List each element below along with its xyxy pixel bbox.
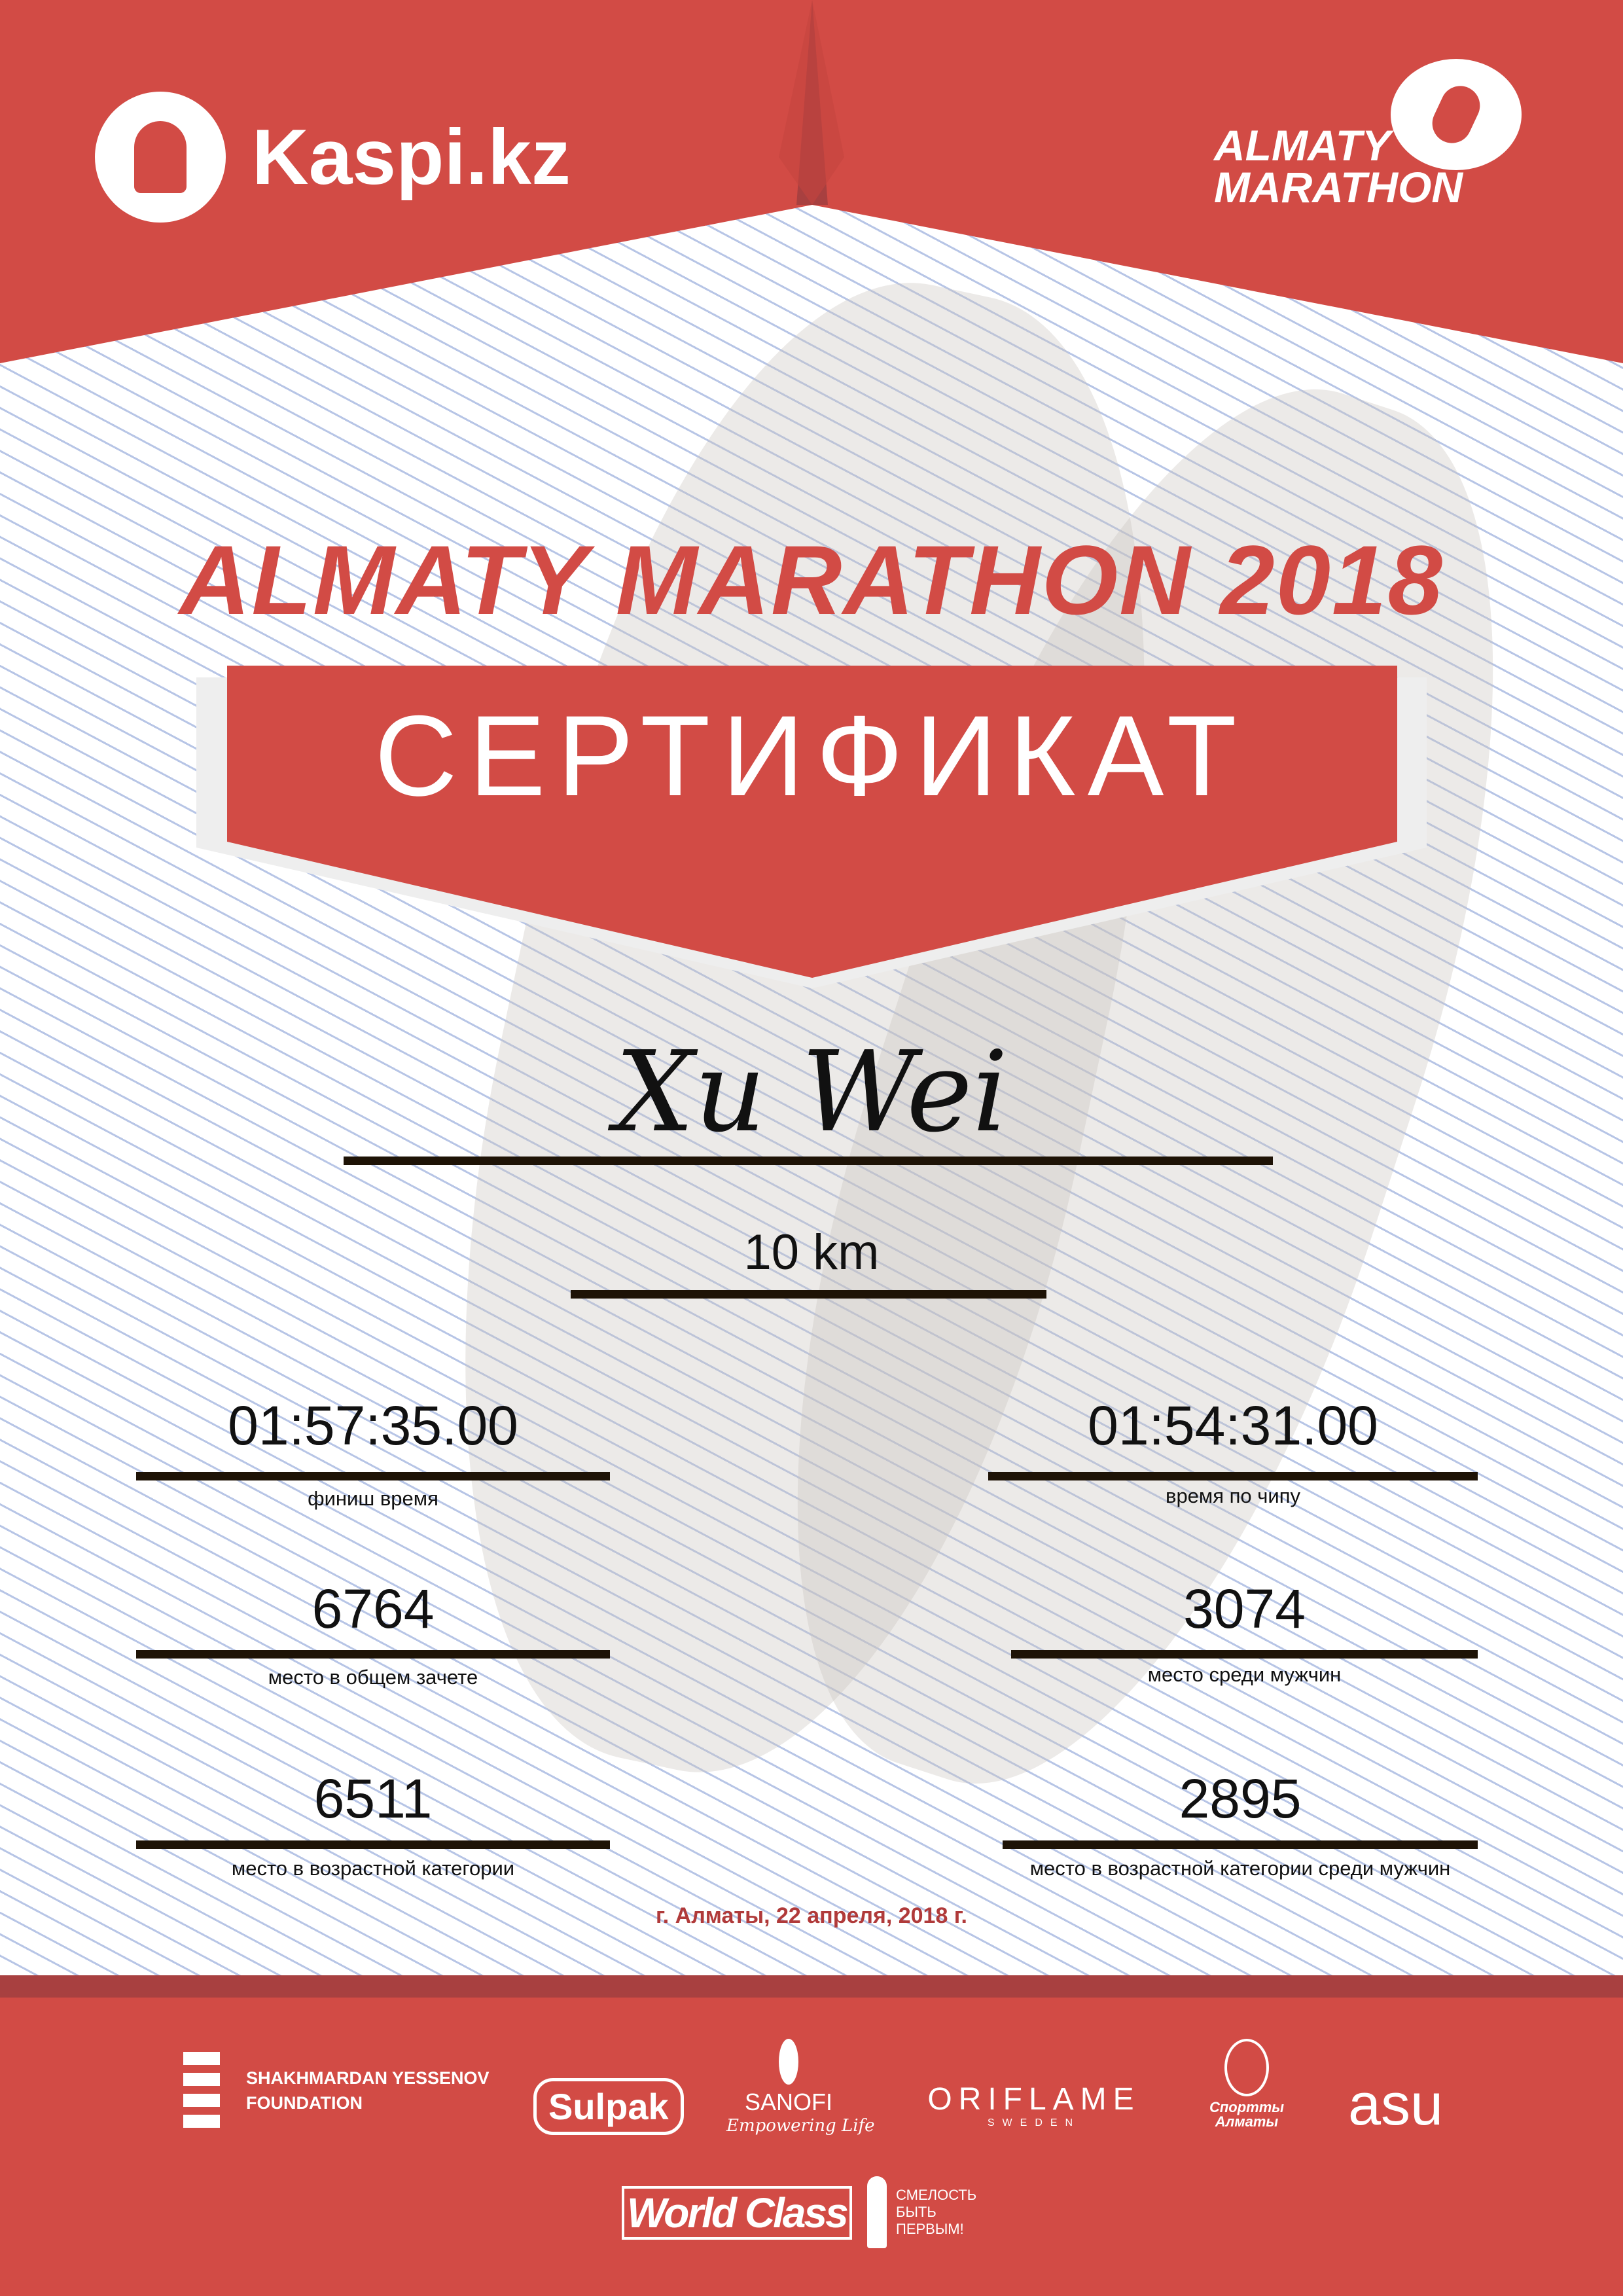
men-place-label: место среди мужчин xyxy=(1147,1663,1342,1686)
footer-stripe xyxy=(0,1975,1623,1998)
smelost-text: СМЕЛОСТЬ БЫТЬ ПЕРВЫМ! xyxy=(896,2187,977,2237)
oriflame-sub: SWEDEN xyxy=(987,2117,1081,2128)
age-men-place-underline xyxy=(1003,1840,1478,1849)
kaspi-logo: Kaspi.kz xyxy=(95,92,571,223)
runner-icon xyxy=(1391,59,1522,170)
men-place-underline xyxy=(1011,1650,1478,1659)
almaty-marathon-logo-text: ALMATY MARATHON xyxy=(1214,121,1463,211)
sport-almaty-emblem-icon xyxy=(1224,2039,1269,2096)
chip-time-label: время по чипу xyxy=(1165,1484,1301,1507)
almaty-marathon-logo: ALMATY MARATHON xyxy=(1214,59,1522,216)
chip-time-underline xyxy=(988,1472,1478,1480)
age-men-place-value: 2895 xyxy=(1179,1768,1302,1829)
finish-time-value: 01:57:35.00 xyxy=(228,1395,518,1456)
finish-time-underline xyxy=(136,1472,610,1480)
sulpak-logo: Sulpak xyxy=(533,2078,684,2135)
partners-footer xyxy=(0,1998,1623,2296)
overall-place-label: место в общем зачете xyxy=(268,1666,478,1689)
distance: 10 km xyxy=(743,1225,880,1280)
asu-logo: asu xyxy=(1348,2072,1444,2138)
sanofi-bird-icon xyxy=(779,2039,798,2085)
sanofi-tagline: Empowering Life xyxy=(726,2116,875,2136)
age-place-underline xyxy=(136,1840,610,1849)
issue-date: г. Алматы, 22 апреля, 2018 г. xyxy=(656,1903,967,1928)
age-place-value: 6511 xyxy=(313,1768,433,1829)
oriflame-logo: ORIFLAME SWEDEN xyxy=(923,2081,1145,2129)
event-title: ALMATY MARATHON 2018 xyxy=(179,525,1444,635)
sanofi-text: SANOFI xyxy=(744,2089,832,2115)
overall-place-underline xyxy=(136,1650,610,1659)
yessenov-line1: SHAKHMARDAN YESSENOV xyxy=(246,2068,490,2088)
sanofi-logo: SANOFI Empowering Life xyxy=(726,2039,875,2136)
distance-underline xyxy=(571,1290,1046,1299)
certificate-heading: СЕРТИФИКАТ xyxy=(374,692,1249,820)
chip-time-value: 01:54:31.00 xyxy=(1088,1395,1378,1456)
name-underline xyxy=(344,1157,1273,1165)
men-place-value: 3074 xyxy=(1183,1578,1306,1640)
yessenov-line2: FOUNDATION xyxy=(246,2093,363,2113)
yessenov-bars-icon xyxy=(183,2052,220,2129)
smelost-foundation-logo: СМЕЛОСТЬ БЫТЬ ПЕРВЫМ! xyxy=(867,2176,977,2248)
sport-almaty-text: Спортты Алматы xyxy=(1209,2099,1285,2130)
world-class-logo: World Class xyxy=(622,2186,852,2240)
background-pattern xyxy=(0,0,1623,1998)
yessenov-foundation-logo: SHAKHMARDAN YESSENOV FOUNDATION xyxy=(183,2052,490,2129)
kaspi-family-icon xyxy=(95,92,226,223)
age-place-label: место в возрастной категории xyxy=(231,1857,515,1880)
sport-almaty-logo: Спортты Алматы xyxy=(1198,2039,1296,2129)
finish-time-label: финиш время xyxy=(308,1487,438,1510)
participant-name: Xu Wei xyxy=(615,1028,1008,1157)
overall-place-value: 6764 xyxy=(312,1578,435,1640)
age-men-place-label: место в возрастной категории среди мужчи… xyxy=(1029,1857,1451,1880)
runner-figure-icon xyxy=(867,2176,887,2248)
kaspi-logo-text: Kaspi.kz xyxy=(252,113,571,201)
oriflame-text: ORIFLAME xyxy=(927,2082,1141,2117)
